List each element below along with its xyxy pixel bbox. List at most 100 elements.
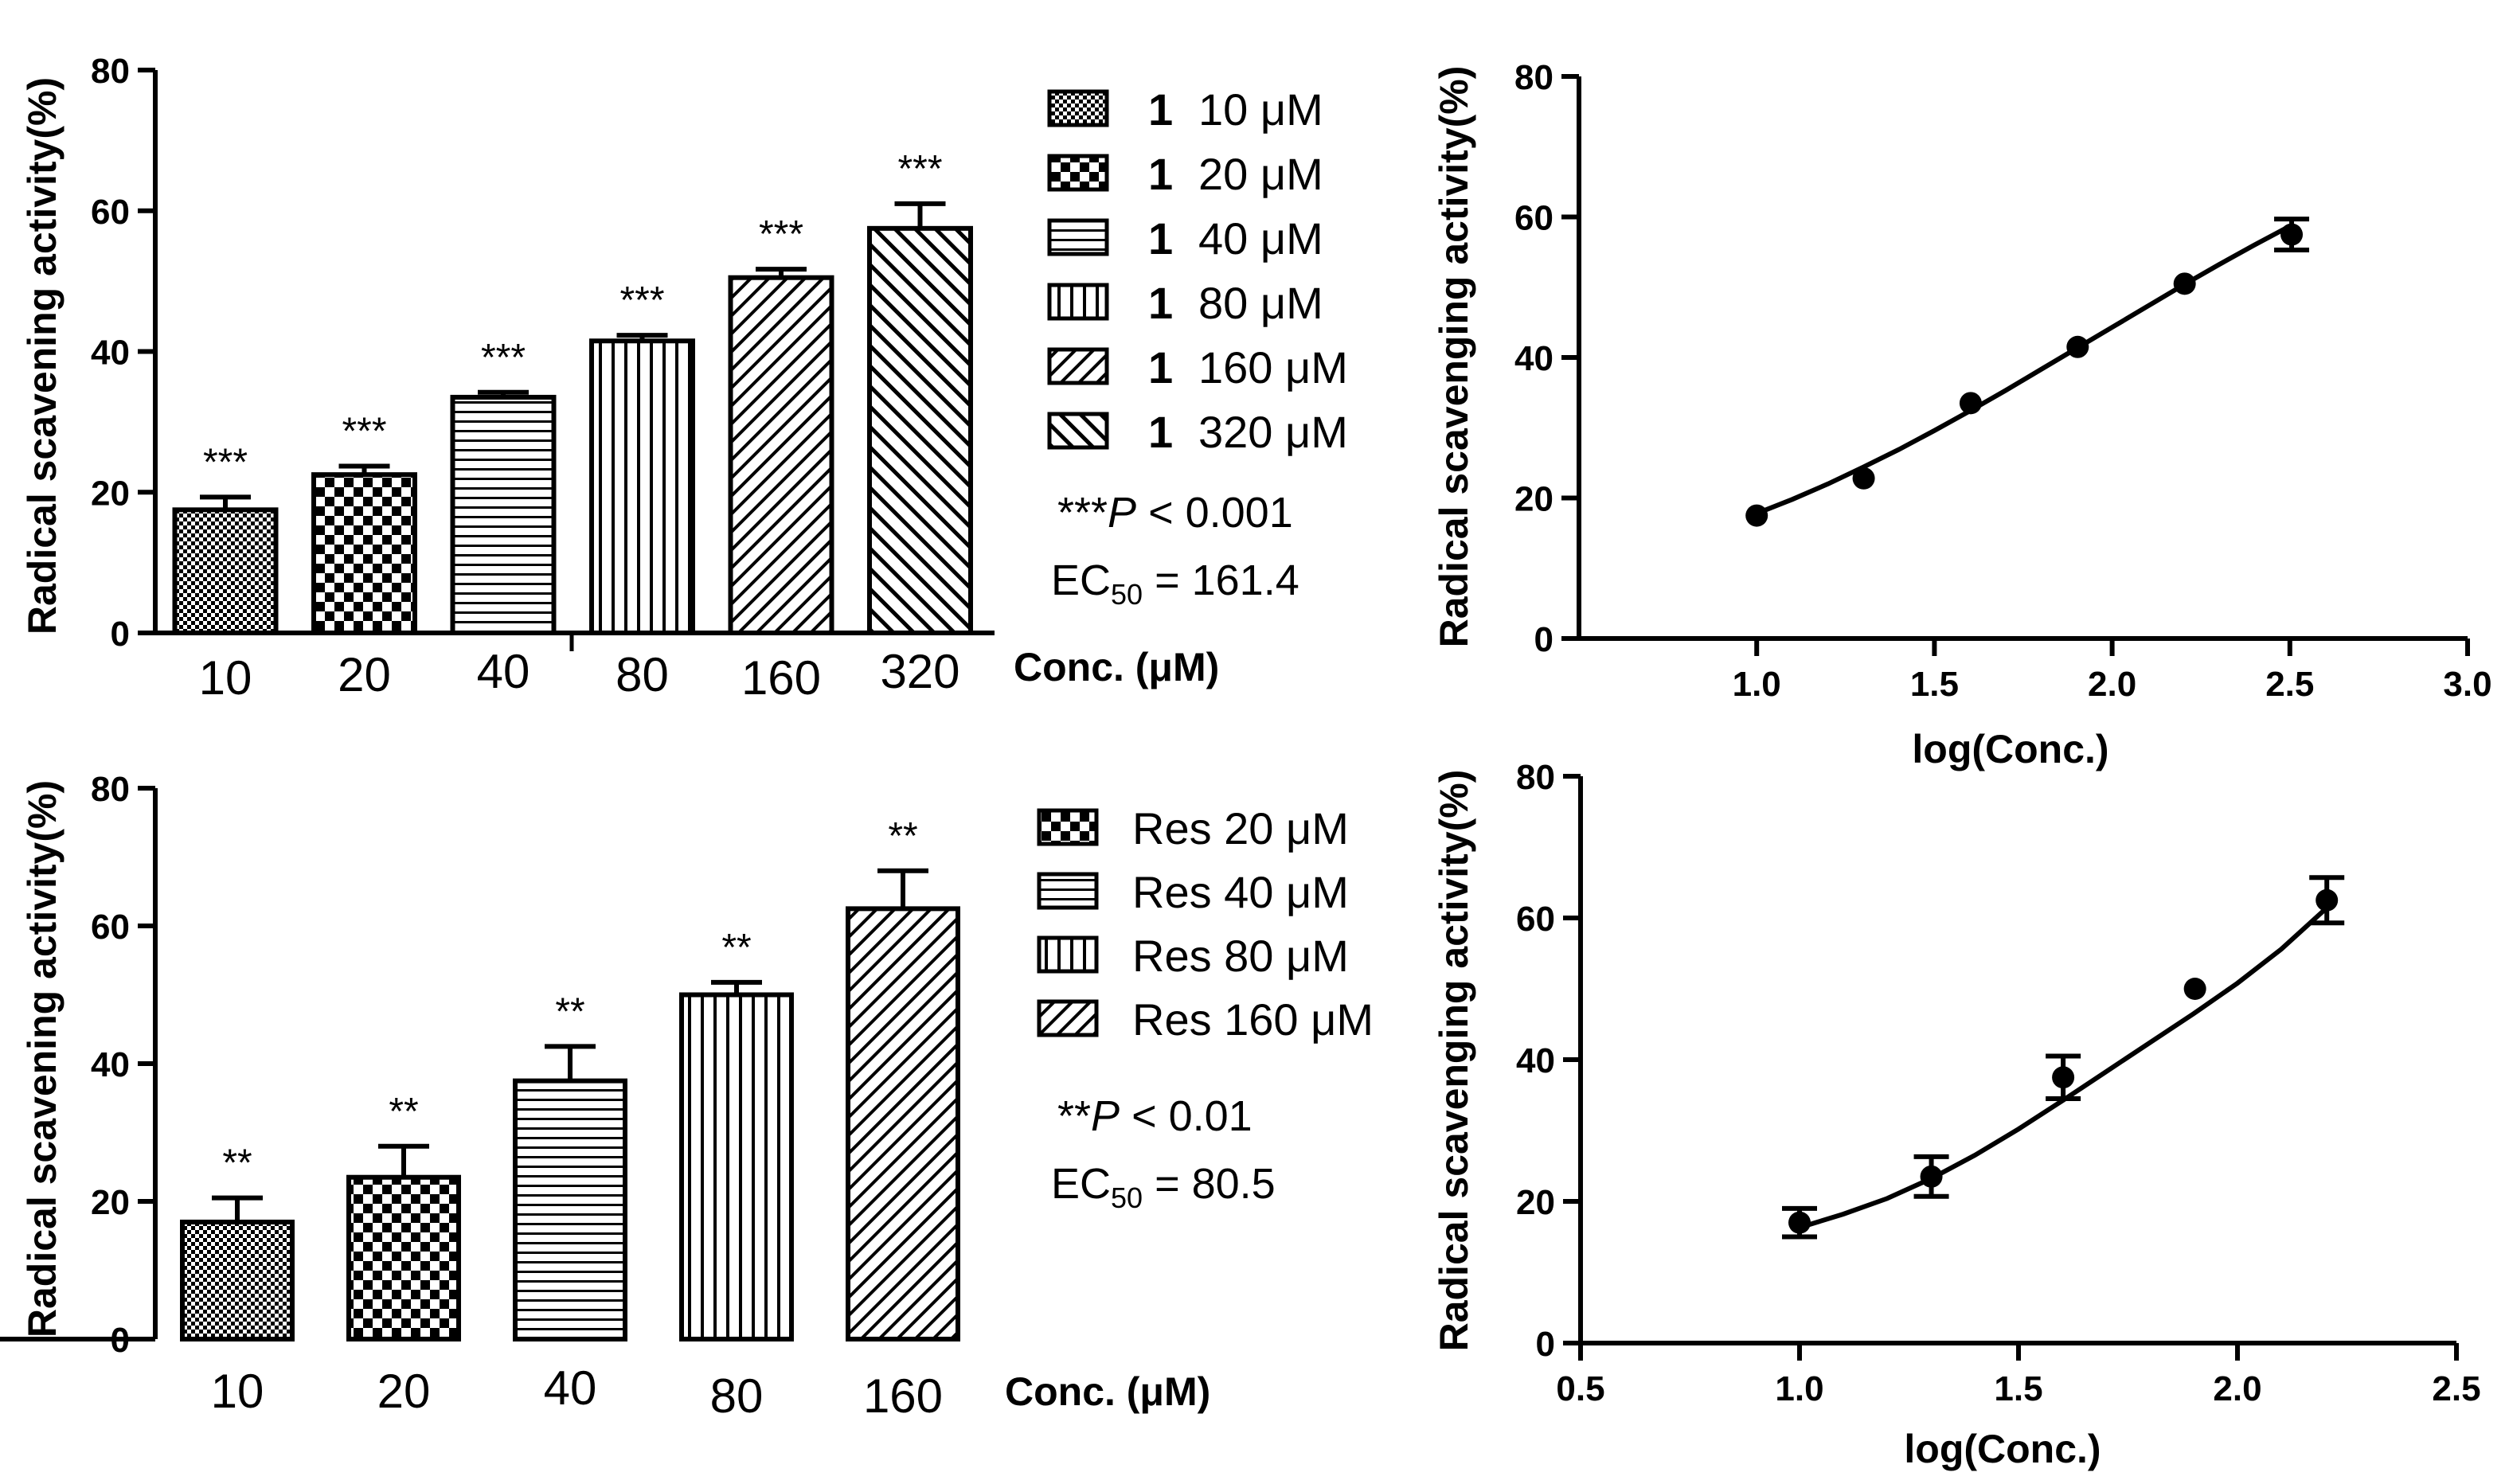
p3-ytick-label-4: 80 [91, 770, 130, 809]
p3-ytick-label-3: 60 [91, 908, 130, 947]
p3-pvalue-note: **P < 0.01 [1057, 1092, 1253, 1140]
p3-legend-label-0: Res 20 μM [1132, 803, 1349, 853]
p4-point-0 [1788, 1211, 1811, 1234]
p3-significance-1: ** [389, 1091, 418, 1133]
p1-category-1: 20 [338, 648, 391, 701]
p1-category-2: 40 [477, 645, 530, 698]
p4-point-1 [1920, 1165, 1943, 1188]
p3-ytick-label-1: 20 [91, 1183, 130, 1222]
p1-bar-3 [589, 338, 695, 635]
p1-legend-label-5: 320 μM [1198, 407, 1348, 457]
p4-point-4 [2316, 888, 2339, 912]
p4-xtick-label-3: 2.0 [2213, 1369, 2261, 1408]
p1-ec-rest: = 161.4 [1143, 556, 1299, 604]
p3-ytick-label-0: 0 [111, 1321, 130, 1360]
p1-ec50-note: EC50 = 161.4 [1051, 556, 1299, 611]
p2-xtick-label-0: 1.0 [1733, 665, 1781, 704]
p2-point-2 [1959, 392, 1982, 415]
p3-bar-1 [346, 1174, 461, 1341]
p3-category-4: 160 [863, 1369, 943, 1423]
p3-bar-2 [513, 1078, 627, 1341]
p4-xtick-label-1: 1.0 [1775, 1369, 1823, 1408]
p2-point-3 [2066, 335, 2089, 358]
p3-category-3: 80 [710, 1369, 764, 1423]
p2-ytick-label-0: 0 [1534, 620, 1553, 659]
p1-ytick-label-3: 60 [91, 193, 130, 232]
p1-significance-3: *** [619, 279, 664, 322]
p3-bar-4 [846, 906, 960, 1341]
p1-legend-label-0: 10 μM [1198, 84, 1323, 135]
p1-significance-0: *** [203, 441, 248, 483]
p4-ytick-label-0: 0 [1536, 1325, 1555, 1364]
p3-p-stars: ** [1057, 1092, 1091, 1140]
scatter-fit-compound-1: 0 20 40 60 80 1.0 1.5 2.0 2.5 3.0 Radical scaveng… [1432, 58, 2492, 771]
p1-bar-0 [172, 507, 279, 635]
p1-category-3: 80 [616, 648, 669, 701]
p2-fit-curve [1756, 224, 2292, 516]
p2-xtick-label-2: 2.0 [2088, 665, 2136, 704]
p1-xlabel: Conc. (μM) [1014, 645, 1219, 689]
p3-ytick-label-2: 40 [91, 1045, 130, 1084]
p1-legend-swatch-4 [1047, 347, 1109, 385]
p1-legend-label-3: 80 μM [1198, 278, 1323, 328]
p4-xtick-label-4: 2.5 [2432, 1369, 2480, 1408]
p4-ytick-label-4: 80 [1516, 758, 1555, 797]
p3-category-2: 40 [544, 1361, 597, 1415]
p1-ytick-label-1: 20 [91, 474, 130, 513]
p1-p-rest: < 0.001 [1136, 489, 1293, 537]
p3-bar-3 [679, 992, 794, 1341]
p3-ec-sub: 50 [1111, 1181, 1143, 1214]
p3-significance-4: ** [888, 815, 917, 857]
p3-category-1: 20 [377, 1365, 431, 1418]
p2-point-5 [2280, 223, 2304, 246]
p1-legend-bold-3: 1 [1148, 278, 1173, 328]
p1-legend-bold-2: 1 [1148, 213, 1173, 264]
p3-legend-label-3: Res 160 μM [1132, 994, 1374, 1045]
p3-significance-3: ** [721, 927, 751, 969]
p4-xtick-label-2: 1.5 [1994, 1369, 2042, 1408]
p4-ytick-label-3: 60 [1516, 900, 1555, 939]
p3-legend-label-1: Res 40 μM [1132, 867, 1349, 917]
p2-ytick-label-2: 40 [1514, 339, 1553, 378]
p1-bar-2 [450, 394, 557, 635]
p2-xtick-label-4: 3.0 [2443, 665, 2491, 704]
p1-category-5: 320 [880, 645, 959, 698]
p2-point-1 [1852, 467, 1875, 490]
p3-legend-swatch-2 [1037, 935, 1099, 974]
p1-bar-5 [867, 225, 973, 635]
p2-xlabel: log(Conc.) [1912, 727, 2108, 771]
p1-legend-label-1: 20 μM [1198, 149, 1323, 199]
p4-xlabel: log(Conc.) [1904, 1427, 2101, 1471]
p3-xlabel: Conc. (μM) [1005, 1369, 1210, 1414]
p2-ytick-label-4: 80 [1514, 58, 1553, 97]
p3-legend-label-2: Res 80 μM [1132, 931, 1349, 981]
p4-ylabel: Radical scavenging activity(%) [1432, 770, 1476, 1352]
p1-legend-label-2: 40 μM [1198, 213, 1323, 264]
bar-chart-compound-1: 0 20 40 60 80 *** 10 *** 20 *** 40 *** 80 *** 160 *** 32… [20, 52, 1348, 705]
p1-ec-main: EC [1051, 556, 1111, 604]
p4-xtick-label-0: 0.5 [1556, 1369, 1604, 1408]
p2-point-0 [1745, 504, 1768, 527]
p1-significance-4: *** [759, 213, 803, 256]
p1-legend-bold-5: 1 [1148, 407, 1173, 457]
p2-xtick-label-3: 2.5 [2265, 665, 2314, 704]
p3-legend-swatch-0 [1037, 808, 1099, 846]
p1-legend-swatch-2 [1047, 218, 1109, 256]
p1-legend-bold-4: 1 [1148, 342, 1173, 392]
p3-legend-swatch-1 [1037, 872, 1099, 910]
p2-ylabel: Radical scavenging activity(%) [1432, 66, 1476, 648]
p1-ec-sub: 50 [1111, 578, 1143, 611]
p1-significance-5: *** [897, 148, 942, 190]
p2-ytick-label-1: 20 [1514, 480, 1553, 519]
p1-significance-1: *** [342, 411, 386, 453]
p3-category-0: 10 [211, 1365, 264, 1418]
p1-legend-bold-0: 1 [1148, 84, 1173, 135]
p3-p-letter: P [1091, 1092, 1120, 1140]
p1-pvalue-note: ***P < 0.001 [1057, 489, 1293, 537]
p1-p-stars: *** [1057, 489, 1108, 537]
p1-legend: 1 10 μM 1 20 μM 1 40 μM 1 80 μM 1 160 μM… [1047, 84, 1348, 457]
p2-point-4 [2173, 272, 2196, 295]
bar-chart-resveratrol: 0 20 40 60 80 ** 10 ** 20 ** 40 ** 80 ** 160 Radical s… [0, 770, 1374, 1423]
p1-ytick-label-2: 40 [91, 334, 130, 373]
p1-legend-label-4: 160 μM [1198, 342, 1348, 392]
